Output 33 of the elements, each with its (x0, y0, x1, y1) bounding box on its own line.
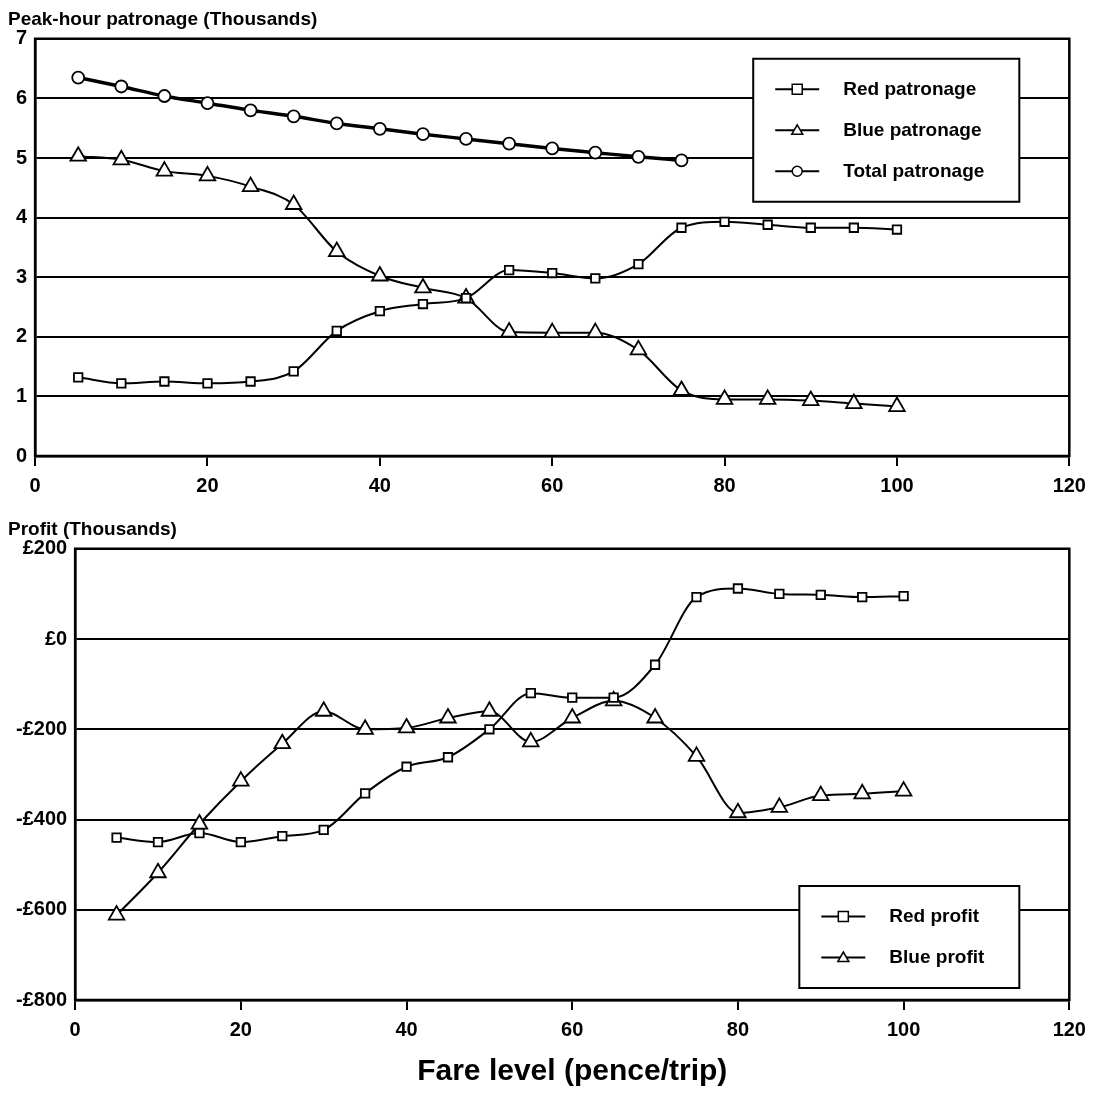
y-tick-label: 6 (16, 85, 28, 108)
chart-title: Peak-hour patronage (Thousands) (8, 7, 318, 29)
x-tick-label: 20 (229, 1017, 252, 1040)
legend-label: Total patronage (843, 159, 985, 181)
legend-label: Blue profit (889, 945, 985, 967)
x-tick-label: 60 (541, 473, 564, 496)
y-tick-label: -£400 (16, 807, 68, 830)
y-tick-label: 7 (16, 26, 28, 49)
y-tick-label: 0 (16, 443, 28, 466)
x-tick-label: 80 (726, 1017, 750, 1040)
y-tick-label: 3 (16, 264, 28, 287)
x-axis-title: Fare level (pence/trip) (417, 1053, 728, 1087)
legend-label: Red profit (889, 904, 980, 926)
y-tick-label: 2 (16, 324, 28, 347)
x-tick-label: 120 (1052, 473, 1086, 496)
legend-label: Blue patronage (843, 118, 982, 140)
y-tick-label: 5 (16, 145, 28, 168)
legend-label: Red patronage (843, 77, 977, 99)
x-tick-label: 60 (561, 1017, 584, 1040)
x-tick-label: 20 (196, 473, 219, 496)
x-tick-label: 120 (1052, 1017, 1086, 1040)
y-tick-label: -£800 (16, 987, 68, 1010)
x-tick-label: 40 (368, 473, 391, 496)
x-tick-label: 100 (880, 473, 914, 496)
y-tick-label: -£600 (16, 897, 68, 920)
x-tick-label: 100 (886, 1017, 921, 1040)
chart-title: Profit (Thousands) (8, 517, 177, 539)
x-tick-label: 40 (395, 1017, 418, 1040)
y-tick-label: £0 (44, 626, 68, 649)
x-tick-label: 80 (713, 473, 736, 496)
y-tick-label: 4 (16, 205, 28, 228)
y-tick-label: -£200 (16, 716, 68, 739)
y-tick-label: 1 (16, 383, 28, 406)
